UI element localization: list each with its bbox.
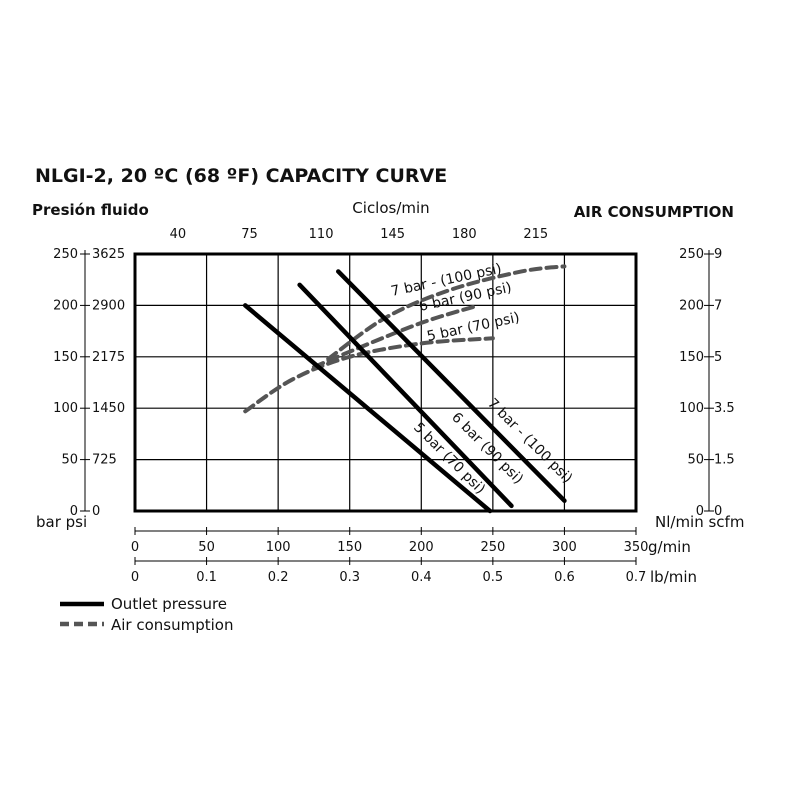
right-axis-ticks: 250 9 200 7 150 5 100 3.5 50 1.5 0 0 <box>679 247 735 519</box>
air-curve <box>326 264 567 361</box>
right-tick-nl: 0 <box>696 504 704 519</box>
left-tick-bar: 150 <box>53 350 78 365</box>
gmin-tick-label: 350 <box>624 540 649 555</box>
gmin-tick-label: 100 <box>266 540 291 555</box>
right-tick-nl: 100 <box>679 401 704 416</box>
left-tick-psi: 2900 <box>92 298 125 313</box>
top-axis-title: Ciclos/min <box>352 199 429 217</box>
lbmin-tick-label: 0.2 <box>268 570 289 585</box>
lbmin-tick-label: 0.1 <box>196 570 217 585</box>
right-axis-unit-label: Nl/min scfm <box>655 513 744 531</box>
left-tick-psi: 725 <box>92 453 117 468</box>
right-tick-scfm: 1.5 <box>714 453 735 468</box>
left-tick-psi: 1450 <box>92 401 125 416</box>
legend-outlet-label: Outlet pressure <box>111 595 227 613</box>
gmin-tick-label: 0 <box>131 540 139 555</box>
lbmin-tick-label: 0.6 <box>554 570 575 585</box>
gmin-tick-label: 250 <box>480 540 505 555</box>
lbmin-tick-label: 0 <box>131 570 139 585</box>
gmin-tick-label: 150 <box>337 540 362 555</box>
right-tick-scfm: 5 <box>714 350 722 365</box>
grid-lines <box>135 254 636 511</box>
top-tick-label: 145 <box>380 227 405 242</box>
right-tick-nl: 200 <box>679 298 704 313</box>
outlet-curve-label: 7 bar - (100 psi) <box>484 396 575 487</box>
left-tick-bar: 250 <box>53 247 78 262</box>
lbmin-tick-label: 0.5 <box>483 570 504 585</box>
gmin-tick-label: 200 <box>409 540 434 555</box>
right-tick-scfm: 7 <box>714 298 722 313</box>
left-tick-psi: 0 <box>92 504 100 519</box>
left-tick-bar: 0 <box>70 504 78 519</box>
lbmin-unit-label: lb/min <box>650 568 697 586</box>
top-tick-label: 40 <box>170 227 187 242</box>
gmin-tick-label: 300 <box>552 540 577 555</box>
right-tick-scfm: 0 <box>714 504 722 519</box>
left-tick-psi: 2175 <box>92 350 125 365</box>
top-tick-label: 75 <box>241 227 258 242</box>
top-axis-ticks: 40 75 110 145 180 215 <box>170 227 549 242</box>
outlet-curve <box>242 303 493 514</box>
gmin-unit-label: g/min <box>648 538 691 556</box>
lbmin-tick-label: 0.3 <box>339 570 360 585</box>
legend-air-label: Air consumption <box>111 616 233 634</box>
top-tick-label: 215 <box>523 227 548 242</box>
outlet-curve <box>336 269 567 503</box>
bottom-axes: 0 50 100 150 200 250 300 350 g/min 0 0.1 0.2 0.3 0.4 0… <box>131 527 697 586</box>
right-tick-nl: 250 <box>679 247 704 262</box>
left-axis-ticks: 250 3625 200 2900 150 2175 100 1450 50 725 0 0 <box>53 247 125 519</box>
plot-frame <box>133 252 638 513</box>
right-axis-title: AIR CONSUMPTION <box>574 203 734 221</box>
left-axis-title: Presión fluido <box>32 201 149 219</box>
left-tick-psi: 3625 <box>92 247 125 262</box>
legend: Outlet pressure Air consumption <box>60 595 233 634</box>
left-axis-unit-label: bar psi <box>36 513 87 531</box>
left-tick-bar: 50 <box>61 453 78 468</box>
right-tick-nl: 50 <box>687 453 704 468</box>
lbmin-tick-label: 0.4 <box>411 570 432 585</box>
chart-title: NLGI-2, 20 ºC (68 ºF) CAPACITY CURVE <box>35 165 447 187</box>
right-tick-nl: 150 <box>679 350 704 365</box>
lbmin-tick-label: 0.7 <box>626 570 647 585</box>
outlet-curve <box>297 282 514 509</box>
left-tick-bar: 100 <box>53 401 78 416</box>
left-tick-bar: 200 <box>53 298 78 313</box>
right-tick-scfm: 9 <box>714 247 722 262</box>
gmin-tick-label: 50 <box>198 540 215 555</box>
top-tick-label: 180 <box>452 227 477 242</box>
right-tick-scfm: 3.5 <box>714 401 735 416</box>
air-curve <box>243 336 495 414</box>
top-tick-label: 110 <box>309 227 334 242</box>
